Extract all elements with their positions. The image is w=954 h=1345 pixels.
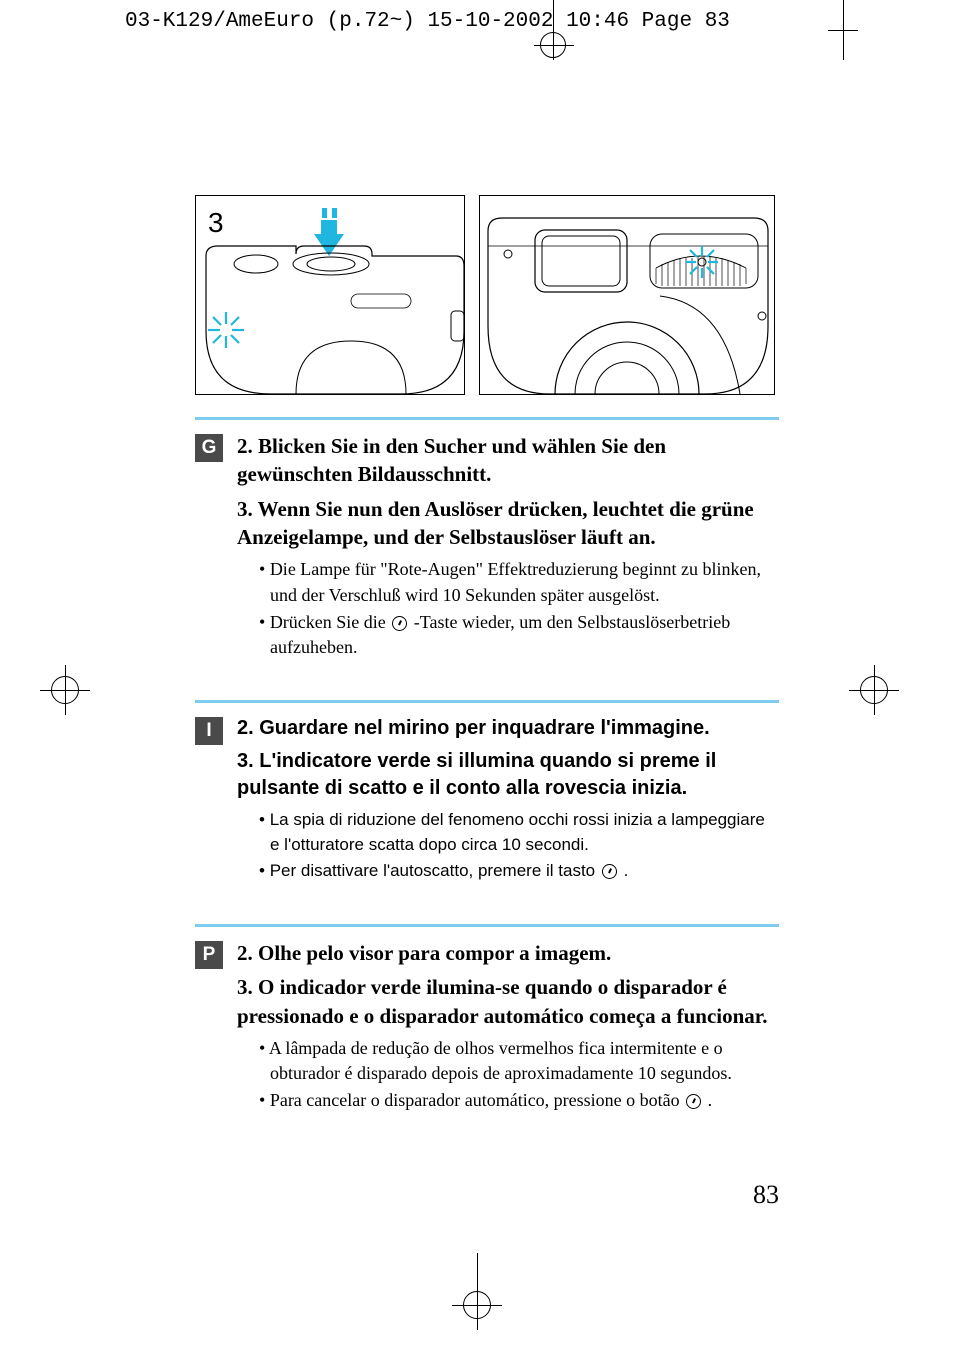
page-content: 3 (195, 195, 779, 1154)
instruction-step: 3. O indicador verde ilumina-se quando o… (237, 973, 779, 1030)
registration-mark-right (854, 670, 894, 710)
diagram-camera-back (479, 195, 775, 395)
step-number: 2. (237, 941, 258, 965)
bullet-text-pre: Per disattivare l'autoscatto, premere il… (270, 861, 600, 880)
section-content: 2. Guardare nel mirino per inquadrare l'… (237, 715, 779, 886)
print-header: 03-K129/AmeEuro (p.72~) 15-10-2002 10:46… (125, 10, 730, 33)
bullet-item: • Per disattivare l'autoscatto, premere … (259, 859, 779, 884)
self-timer-icon (686, 1093, 701, 1108)
language-section: G 2. Blicken Sie in den Sucher und wählen… (195, 417, 779, 662)
bullet-text-pre: La spia di riduzione del fenomeno occhi … (270, 810, 765, 854)
language-section: P 2. Olhe pelo visor para compor a imagem… (195, 924, 779, 1116)
bullet-item: • A lâmpada de redução de olhos vermelho… (259, 1036, 779, 1086)
diagram-step-number: 3 (208, 207, 224, 238)
bullet-text-pre: Para cancelar o disparador automático, p… (270, 1090, 684, 1110)
step-number: 3. (237, 750, 259, 772)
diagram-camera-top: 3 (195, 195, 465, 395)
bullet-list: • A lâmpada de redução de olhos vermelho… (259, 1036, 779, 1114)
diagram-row: 3 (195, 195, 779, 395)
self-timer-icon (392, 615, 407, 630)
section-content: 2. Olhe pelo visor para compor a imagem.… (237, 939, 779, 1116)
bullet-list: • La spia di riduzione del fenomeno occh… (259, 808, 779, 884)
instruction-step: 3. Wenn Sie nun den Auslöser drücken, le… (237, 495, 779, 552)
bullet-item: • Die Lampe für "Rote-Augen" Effektreduz… (259, 557, 779, 607)
language-badge: G (195, 434, 223, 462)
step-number: 2. (237, 434, 258, 458)
instruction-step: 2. Blicken Sie in den Sucher und wählen … (237, 432, 779, 489)
page-number: 83 (753, 1180, 779, 1210)
step-text: Guardare nel mirino per inquadrare l'imm… (259, 717, 709, 739)
instruction-step: 2. Olhe pelo visor para compor a imagem. (237, 939, 779, 967)
section-content: 2. Blicken Sie in den Sucher und wählen … (237, 432, 779, 662)
registration-mark-bottom (457, 1285, 497, 1325)
step-text: Olhe pelo visor para compor a imagem. (258, 941, 611, 965)
bullet-item: • Para cancelar o disparador automático,… (259, 1088, 779, 1113)
instruction-step: 3. L'indicatore verde si illumina quando… (237, 748, 779, 802)
step-text: O indicador verde ilumina-se quando o di… (237, 975, 767, 1027)
bullet-text-post: . (703, 1090, 712, 1110)
step-text: Blicken Sie in den Sucher und wählen Sie… (237, 434, 666, 486)
bullet-list: • Die Lampe für "Rote-Augen" Effektreduz… (259, 557, 779, 660)
step-text: Wenn Sie nun den Auslöser drücken, leuch… (237, 497, 754, 549)
bullet-text-pre: Drücken Sie die (270, 612, 390, 632)
instruction-step: 2. Guardare nel mirino per inquadrare l'… (237, 715, 779, 742)
bullet-text-pre: A lâmpada de redução de olhos vermelhos … (269, 1038, 732, 1083)
registration-mark-left (45, 670, 85, 710)
self-timer-icon (602, 863, 617, 878)
crop-circle-top (540, 32, 566, 58)
bullet-text-post: . (619, 861, 628, 880)
step-number: 3. (237, 497, 258, 521)
bullet-item: • Drücken Sie die -Taste wieder, um den … (259, 610, 779, 660)
step-number: 3. (237, 975, 258, 999)
bullet-item: • La spia di riduzione del fenomeno occh… (259, 808, 779, 857)
step-number: 2. (237, 717, 259, 739)
language-badge: P (195, 941, 223, 969)
language-badge: I (195, 717, 223, 745)
step-text: L'indicatore verde si illumina quando si… (237, 750, 716, 799)
bullet-text-pre: Die Lampe für "Rote-Augen" Effektreduzie… (270, 559, 761, 604)
language-section: I 2. Guardare nel mirino per inquadrare l… (195, 700, 779, 886)
